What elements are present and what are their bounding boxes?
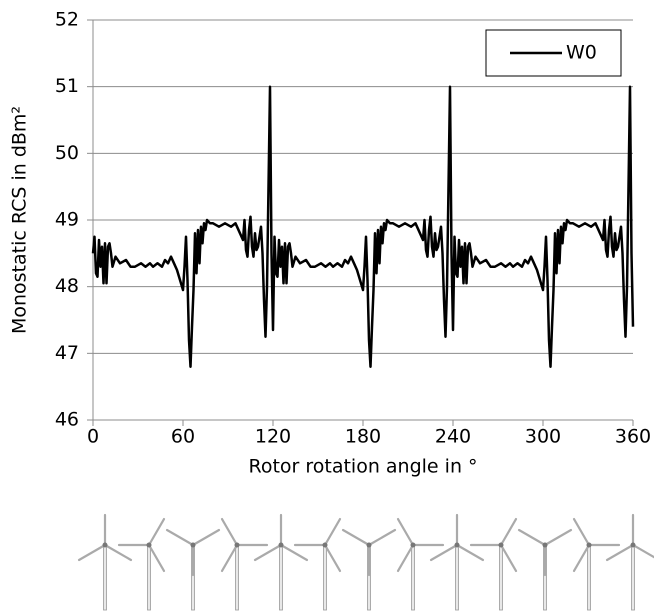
x-tick-label: 360 <box>615 426 651 448</box>
turbine-hub <box>586 542 592 548</box>
turbine-blade <box>341 528 371 547</box>
turbine-blade <box>367 528 397 547</box>
turbine-hub <box>278 542 284 548</box>
turbine-blade <box>396 517 415 547</box>
turbine-tower <box>147 544 151 611</box>
turbine-blade <box>499 543 518 573</box>
turbine-blade <box>147 517 166 547</box>
turbine-blade <box>220 543 239 573</box>
turbine-blade <box>165 528 195 547</box>
x-tick-label: 120 <box>255 426 291 448</box>
turbine-blade <box>220 517 239 547</box>
turbine-tower <box>499 544 503 611</box>
turbine-blade <box>77 543 107 562</box>
turbine-tower <box>235 544 239 611</box>
turbine-blade <box>517 528 547 547</box>
turbine-blade <box>396 543 415 573</box>
turbine-hub <box>322 542 328 548</box>
turbine-blade <box>323 517 342 547</box>
turbine-hub <box>234 542 240 548</box>
x-tick-label: 300 <box>525 426 561 448</box>
turbine-blade <box>631 543 654 559</box>
turbine-blade <box>253 543 283 562</box>
x-tick-label: 60 <box>171 426 195 448</box>
turbine-tower <box>631 544 635 611</box>
x-tick-label: 0 <box>87 426 99 448</box>
turbine-hub <box>498 542 504 548</box>
y-tick-label: 51 <box>55 75 79 97</box>
y-tick-label: 49 <box>55 209 79 231</box>
y-tick-label: 46 <box>55 409 79 431</box>
x-tick-label: 180 <box>345 426 381 448</box>
turbine-hub <box>146 542 152 548</box>
y-tick-label: 50 <box>55 142 79 164</box>
turbine-hub <box>454 542 460 548</box>
turbine-blade <box>572 517 591 547</box>
turbine-hub <box>630 542 636 548</box>
turbine-blade <box>455 543 485 562</box>
turbine-blade <box>543 528 573 547</box>
turbine-hub <box>410 542 416 548</box>
turbine-hub <box>542 542 548 548</box>
y-tick-label: 48 <box>55 275 79 297</box>
turbine-tower <box>455 544 459 611</box>
turbine-blade <box>572 543 591 573</box>
x-tick-label: 240 <box>435 426 471 448</box>
turbine-blade <box>499 517 518 547</box>
turbine-blade <box>279 543 309 562</box>
y-tick-label: 52 <box>55 9 79 31</box>
turbine-icons <box>77 513 654 611</box>
turbine-hub <box>366 542 372 548</box>
turbine-tower <box>587 544 591 611</box>
data-line <box>91 85 635 368</box>
turbine-blade <box>147 543 166 573</box>
turbine-tower <box>279 544 283 611</box>
turbine-blade <box>605 543 635 562</box>
turbine-blade <box>191 528 221 547</box>
turbine-tower <box>323 544 327 611</box>
turbine-blade <box>103 543 133 562</box>
turbine-blade <box>429 543 459 562</box>
x-axis-label: Rotor rotation angle in ° <box>248 456 477 478</box>
turbine-tower <box>103 544 107 611</box>
legend-label: W0 <box>566 42 597 64</box>
turbine-hub <box>102 542 108 548</box>
turbine-hub <box>190 542 196 548</box>
turbine-tower <box>411 544 415 611</box>
y-tick-label: 47 <box>55 342 79 364</box>
y-axis-label: Monostatic RCS in dBm² <box>9 106 31 334</box>
turbine-blade <box>323 543 342 573</box>
